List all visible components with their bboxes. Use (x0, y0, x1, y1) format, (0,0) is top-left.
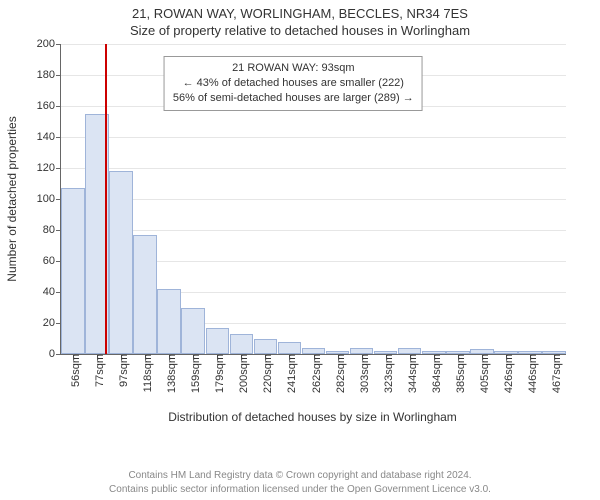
histogram-bar (278, 342, 302, 354)
y-tick-label: 60 (43, 255, 61, 267)
chart-titles: 21, ROWAN WAY, WORLINGHAM, BECCLES, NR34… (0, 0, 600, 38)
x-tick-label: 467sqm (545, 354, 563, 393)
x-tick-label: 405sqm (473, 354, 491, 393)
gridline (61, 199, 566, 200)
x-tick-label: 282sqm (329, 354, 347, 393)
info-box: 21 ROWAN WAY: 93sqm← 43% of detached hou… (164, 56, 423, 111)
y-tick-label: 0 (49, 348, 61, 360)
x-tick-label: 56sqm (64, 354, 82, 387)
gridline (61, 44, 566, 45)
y-tick-label: 20 (43, 317, 61, 329)
y-tick-label: 100 (37, 193, 61, 205)
y-tick-label: 120 (37, 162, 61, 174)
histogram-bar (109, 171, 133, 354)
x-tick-label: 323sqm (377, 354, 395, 393)
histogram-bar (181, 308, 205, 355)
histogram-bar (157, 289, 181, 354)
gridline (61, 230, 566, 231)
y-axis-label: Number of detached properties (5, 116, 19, 281)
histogram-bar (254, 339, 278, 355)
y-tick-label: 180 (37, 69, 61, 81)
footer-line-2: Contains public sector information licen… (0, 483, 600, 497)
histogram-bar (61, 188, 85, 354)
x-tick-label: 97sqm (112, 354, 130, 387)
y-tick-label: 200 (37, 38, 61, 50)
x-tick-label: 118sqm (136, 354, 154, 392)
reference-line (105, 44, 107, 354)
x-tick-label: 77sqm (88, 354, 106, 387)
x-tick-label: 344sqm (401, 354, 419, 393)
x-tick-label: 364sqm (425, 354, 443, 393)
x-tick-label: 426sqm (497, 354, 515, 393)
chart-title-subtitle: Size of property relative to detached ho… (0, 23, 600, 38)
x-tick-label: 138sqm (160, 354, 178, 393)
plot-area: 02040608010012014016018020056sqm77sqm97s… (60, 44, 566, 355)
x-tick-label: 200sqm (232, 354, 250, 393)
chart-title-address: 21, ROWAN WAY, WORLINGHAM, BECCLES, NR34… (0, 6, 600, 21)
gridline (61, 168, 566, 169)
x-tick-label: 179sqm (208, 354, 226, 393)
info-box-line: ← 43% of detached houses are smaller (22… (173, 76, 414, 91)
x-axis-label: Distribution of detached houses by size … (168, 410, 457, 424)
info-box-line: 56% of semi-detached houses are larger (… (173, 91, 414, 106)
gridline (61, 137, 566, 138)
y-tick-label: 40 (43, 286, 61, 298)
y-tick-label: 140 (37, 131, 61, 143)
histogram-bar (133, 235, 157, 354)
attribution-footer: Contains HM Land Registry data © Crown c… (0, 469, 600, 496)
footer-line-1: Contains HM Land Registry data © Crown c… (0, 469, 600, 483)
info-box-line: 21 ROWAN WAY: 93sqm (173, 61, 414, 76)
y-tick-label: 160 (37, 100, 61, 112)
x-tick-label: 262sqm (305, 354, 323, 393)
x-tick-label: 303sqm (353, 354, 371, 393)
histogram-bar (206, 328, 230, 354)
x-tick-label: 159sqm (184, 354, 202, 393)
y-tick-label: 80 (43, 224, 61, 236)
x-tick-label: 385sqm (449, 354, 467, 393)
x-tick-label: 220sqm (256, 354, 274, 393)
x-tick-label: 241sqm (280, 354, 298, 393)
x-tick-label: 446sqm (521, 354, 539, 393)
chart-area: 0 20 40 60 80 100 120 140 160 180 200 56sqm 77sqm 97s… (0, 38, 600, 448)
histogram-bar (230, 334, 254, 354)
